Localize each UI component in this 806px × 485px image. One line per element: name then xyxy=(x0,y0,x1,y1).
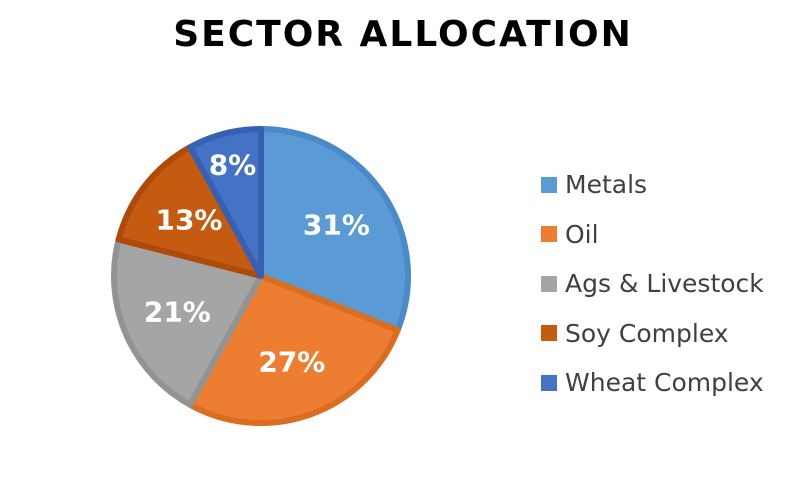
pie-slice-soy-complex xyxy=(115,144,264,279)
slice-label-ags-livestock: 21% xyxy=(144,296,211,329)
pie-slice-metals xyxy=(258,126,411,334)
legend-label: Oil xyxy=(565,219,599,249)
chart-title: SECTOR ALLOCATION xyxy=(173,14,633,55)
legend-item-metals: Metals xyxy=(541,160,803,210)
legend-swatch xyxy=(541,275,557,292)
slice-label-soy-complex: 13% xyxy=(155,204,222,237)
legend-swatch xyxy=(541,374,557,391)
legend-swatch xyxy=(541,325,557,342)
slice-labels: 31% 27% 21% 13% 8% xyxy=(144,148,370,378)
legend: Metals Oil Ags & Livestock Soy Complex W… xyxy=(541,160,803,408)
pie-slice-wheat-complex xyxy=(187,126,264,279)
legend-label: Soy Complex xyxy=(565,318,729,348)
legend-item-wheat-complex: Wheat Complex xyxy=(541,358,803,408)
slice-label-metals: 31% xyxy=(303,208,370,241)
legend-swatch xyxy=(541,176,557,193)
legend-swatch xyxy=(541,226,557,243)
legend-label: Ags & Livestock xyxy=(565,269,764,299)
pie-slice-ags-livestock xyxy=(111,236,264,408)
legend-item-oil: Oil xyxy=(541,210,803,260)
slice-label-oil: 27% xyxy=(258,345,325,378)
legend-item-ags-livestock: Ags & Livestock xyxy=(541,259,803,309)
legend-label: Wheat Complex xyxy=(565,368,764,398)
legend-label: Metals xyxy=(565,170,648,200)
slice-label-wheat-complex: 8% xyxy=(209,148,257,181)
legend-item-soy-complex: Soy Complex xyxy=(541,309,803,359)
